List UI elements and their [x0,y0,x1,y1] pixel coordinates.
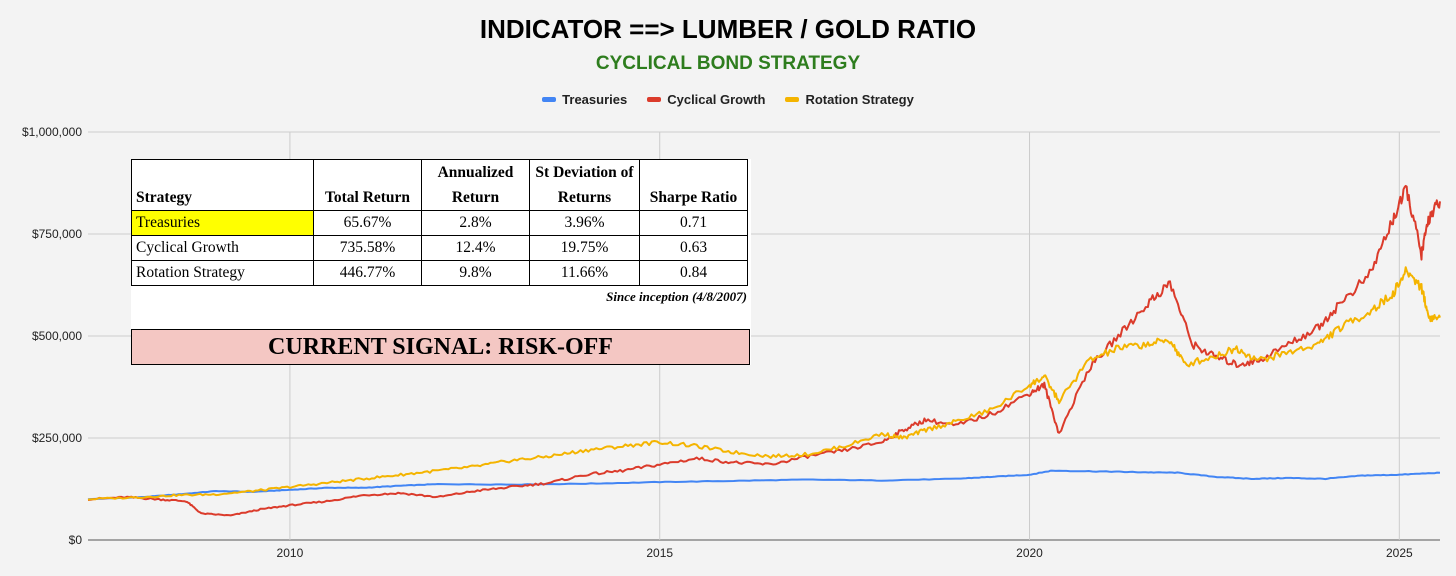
legend-swatch-treasuries [542,97,557,102]
row-cyclical-total: 735.58% [313,235,422,261]
stats-header-row: Strategy Total Return Annualized Return … [131,159,748,211]
table-row: Cyclical Growth 735.58% 12.4% 19.75% 0.6… [131,235,748,261]
legend-label-cyclical-growth: Cyclical Growth [667,92,766,107]
current-signal-banner: CURRENT SIGNAL: RISK-OFF [131,329,750,365]
stats-panel: Strategy Total Return Annualized Return … [131,159,751,365]
header-strategy: Strategy [131,159,314,211]
y-tick-label: $500,000 [32,329,82,343]
legend-swatch-rotation-strategy [785,97,800,102]
legend-item-rotation-strategy[interactable]: Rotation Strategy [785,92,914,107]
x-tick-label: 2020 [1016,546,1043,560]
chart-subtitle: CYCLICAL BOND STRATEGY [595,53,861,74]
legend-label-treasuries: Treasuries [562,92,628,107]
header-total-return: Total Return [313,159,422,211]
table-row: Rotation Strategy 446.77% 9.8% 11.66% 0.… [131,260,748,286]
x-tick-label: 2015 [646,546,673,560]
chart-legend: Treasuries Cyclical Growth Rotation Stra… [0,92,1456,107]
row-rotation-total: 446.77% [313,260,422,286]
header-annualized-return: Annualized Return [421,159,530,211]
y-tick-label: $750,000 [32,227,82,241]
row-treasuries-annualized: 2.8% [421,210,530,236]
legend-swatch-cyclical-growth [647,97,662,102]
x-tick-label: 2010 [277,546,304,560]
row-rotation-annualized: 9.8% [421,260,530,286]
chart-axes: $0 $250,000 $500,000 $750,000 $1,000,000 2010… [22,125,1413,560]
row-rotation-name: Rotation Strategy [131,260,314,286]
y-tick-label: $1,000,000 [22,125,82,139]
chart-series [87,184,1441,517]
series-line-treasuries [87,469,1441,501]
legend-label-rotation-strategy: Rotation Strategy [805,92,914,107]
row-treasuries-total: 65.67% [313,210,422,236]
row-treasuries-name: Treasuries [131,210,314,236]
table-row: Treasuries 65.67% 2.8% 3.96% 0.71 [131,210,748,236]
row-cyclical-annualized: 12.4% [421,235,530,261]
row-treasuries-sharpe: 0.71 [639,210,748,236]
chart-title: INDICATOR ==> LUMBER / GOLD RATIO [479,14,977,44]
stats-table: Strategy Total Return Annualized Return … [131,159,748,286]
y-tick-label: $0 [69,533,83,547]
series-line-rotation-strategy [87,266,1441,501]
row-cyclical-sharpe: 0.63 [639,235,748,261]
row-cyclical-stdev: 19.75% [529,235,640,261]
legend-item-cyclical-growth[interactable]: Cyclical Growth [647,92,765,107]
header-st-deviation: St Deviation of Returns [529,159,640,211]
y-tick-label: $250,000 [32,431,82,445]
legend-item-treasuries[interactable]: Treasuries [542,92,627,107]
row-cyclical-name: Cyclical Growth [131,235,314,261]
x-tick-label: 2025 [1386,546,1413,560]
since-inception-note: Since inception (4/8/2007) [606,289,747,304]
row-rotation-stdev: 11.66% [529,260,640,286]
row-rotation-sharpe: 0.84 [639,260,748,286]
row-treasuries-stdev: 3.96% [529,210,640,236]
header-sharpe-ratio: Sharpe Ratio [639,159,748,211]
